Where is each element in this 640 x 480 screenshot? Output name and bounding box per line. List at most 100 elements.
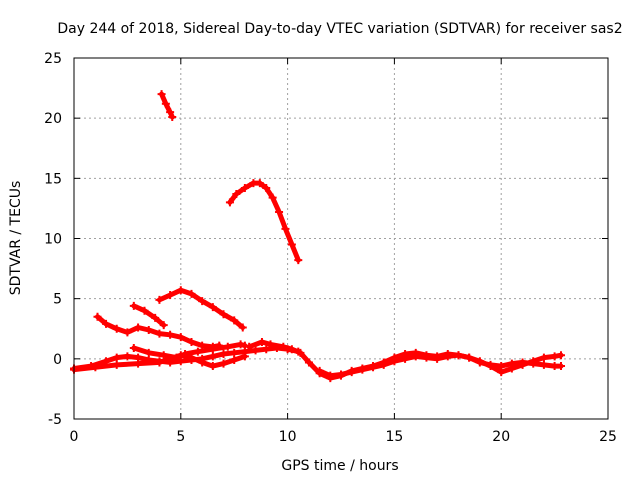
data-point xyxy=(379,360,388,369)
data-point xyxy=(245,342,254,351)
data-point xyxy=(176,333,185,342)
data-point xyxy=(157,90,166,99)
data-point xyxy=(225,198,234,207)
data-point xyxy=(161,99,170,108)
data-point xyxy=(223,342,232,351)
y-tick-label: 0 xyxy=(53,352,62,368)
data-point xyxy=(266,340,275,349)
x-tick-label: 10 xyxy=(279,429,297,445)
data-point xyxy=(304,358,313,367)
data-point xyxy=(166,330,175,339)
data-point xyxy=(518,358,527,367)
data-point xyxy=(236,340,245,349)
data-point xyxy=(287,345,296,354)
data-point xyxy=(326,371,335,380)
data-point xyxy=(129,301,138,310)
data-point xyxy=(193,347,202,356)
data-point xyxy=(238,323,247,332)
data-point xyxy=(557,362,566,371)
data-point xyxy=(219,359,228,368)
data-point xyxy=(358,365,367,374)
data-point xyxy=(176,286,185,295)
data-point xyxy=(337,370,345,379)
data-point xyxy=(112,360,121,369)
series-line-pass-4 xyxy=(131,341,248,361)
data-point xyxy=(219,310,228,319)
data-point xyxy=(208,303,217,312)
data-point xyxy=(550,352,559,361)
data-point xyxy=(279,342,288,351)
data-series xyxy=(70,90,566,383)
data-point xyxy=(497,362,506,371)
series-points-pass-7 xyxy=(157,90,177,121)
data-point xyxy=(129,344,138,353)
data-point xyxy=(268,193,277,202)
data-point xyxy=(198,358,207,367)
data-point xyxy=(475,358,484,367)
axis-ticks xyxy=(73,57,609,420)
data-point xyxy=(134,359,143,368)
x-tick-labels: 0 5 10 15 20 25 xyxy=(70,429,617,445)
data-point xyxy=(134,323,143,332)
data-point xyxy=(93,312,102,321)
data-point xyxy=(296,348,305,357)
data-point xyxy=(151,313,160,322)
y-axis-title: SDTVAR / TECUs xyxy=(8,181,24,296)
data-point xyxy=(230,348,239,357)
y-tick-label: 15 xyxy=(44,171,62,187)
data-point xyxy=(401,354,410,363)
data-point xyxy=(159,321,168,330)
series-points-pass-5 xyxy=(129,301,168,330)
data-point xyxy=(287,240,296,249)
x-tick-label: 15 xyxy=(385,429,403,445)
data-point xyxy=(181,350,190,359)
series-line-pass-7 xyxy=(159,91,175,120)
data-point xyxy=(422,353,431,362)
data-point xyxy=(275,208,284,217)
data-point xyxy=(123,352,132,361)
data-point xyxy=(112,324,121,333)
data-point xyxy=(315,366,324,375)
data-point xyxy=(369,363,378,372)
x-tick-label: 5 xyxy=(176,429,185,445)
data-point xyxy=(557,351,566,360)
data-point xyxy=(230,316,239,325)
data-point xyxy=(208,352,217,361)
data-point xyxy=(144,325,153,334)
data-point xyxy=(465,353,474,362)
x-tick-label: 20 xyxy=(492,429,510,445)
data-point xyxy=(443,352,452,361)
x-axis-title: GPS time / hours xyxy=(281,458,398,474)
chart-title: Day 244 of 2018, Sidereal Day-to-day VTE… xyxy=(57,21,622,37)
data-point xyxy=(112,353,121,362)
data-point xyxy=(155,329,164,338)
data-point xyxy=(240,183,249,192)
data-point xyxy=(123,328,132,337)
y-tick-label: -5 xyxy=(48,412,62,428)
series-points-pass-10 xyxy=(315,351,566,380)
data-point xyxy=(155,295,164,304)
data-point xyxy=(140,306,149,315)
data-point xyxy=(159,351,168,360)
data-point xyxy=(198,341,207,350)
data-point xyxy=(262,345,271,354)
data-point xyxy=(294,256,303,265)
series-line-pass-5 xyxy=(131,303,167,328)
series-points-pass-8 xyxy=(225,179,303,265)
data-point xyxy=(347,368,356,377)
data-point xyxy=(486,360,495,369)
data-point xyxy=(155,358,164,367)
series-points-pass-6 xyxy=(155,286,247,332)
data-point xyxy=(230,356,239,365)
y-tick-label: 5 xyxy=(53,292,62,308)
data-point xyxy=(507,359,516,368)
data-point xyxy=(198,297,207,306)
data-point xyxy=(102,319,111,328)
data-point xyxy=(539,360,548,369)
series-points-pass-4 xyxy=(129,340,249,362)
data-point xyxy=(144,348,153,357)
data-point xyxy=(187,289,196,298)
data-point xyxy=(219,350,228,359)
